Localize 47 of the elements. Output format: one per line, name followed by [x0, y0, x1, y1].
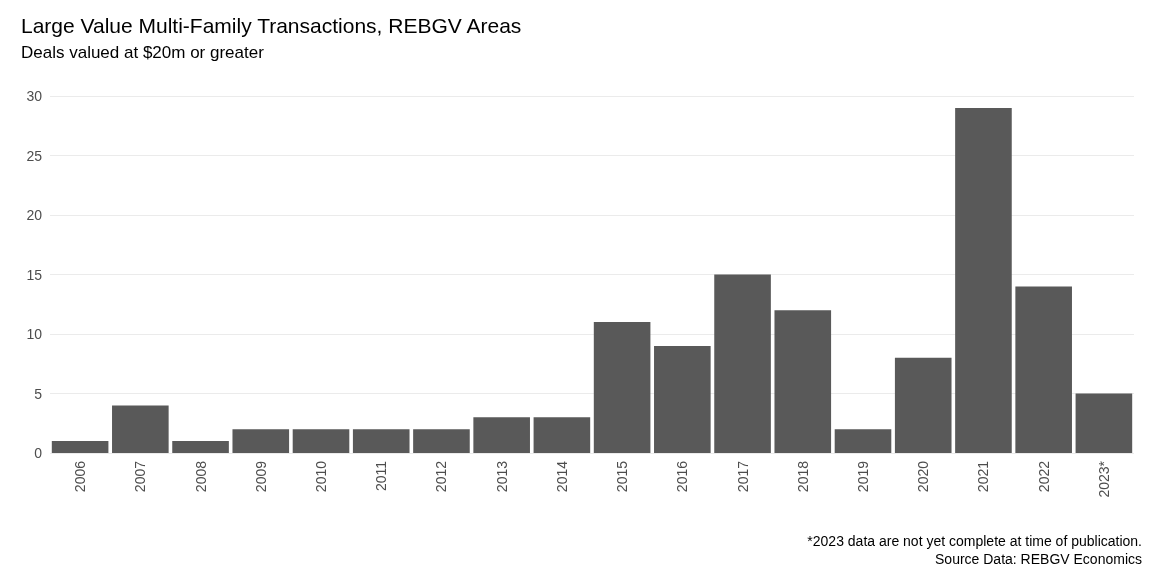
- bar: [894, 357, 952, 453]
- x-tick-label: 2019: [855, 460, 871, 493]
- bar: [232, 429, 290, 453]
- x-tick-label: 2013: [493, 460, 510, 493]
- x-tick-label: 2015: [614, 460, 631, 493]
- x-tick-label: 2023*: [1095, 460, 1112, 498]
- bar: [172, 441, 229, 453]
- x-tick-label: 2014: [553, 460, 570, 493]
- bar: [955, 107, 1012, 453]
- x-tick-label: 2020: [915, 460, 932, 493]
- bar: [1075, 393, 1133, 453]
- x-tick-label: 2008: [192, 460, 209, 493]
- y-tick-label: 25: [26, 147, 43, 164]
- x-tick-label: 2022: [1035, 460, 1052, 493]
- x-tick-label: 2006: [72, 460, 89, 493]
- text: *2023 data are not yet complete at time of publication.: [807, 533, 1142, 549]
- bar: [714, 274, 771, 453]
- bar: [834, 429, 892, 453]
- chart-subtitle: Deals valued at $20m or greater: [21, 43, 265, 62]
- bar: [413, 429, 470, 453]
- y-tick-label: 15: [26, 266, 43, 283]
- x-tick-label: 2007: [132, 460, 149, 493]
- x-tick-label: 2016: [674, 460, 691, 493]
- y-tick-label: 20: [26, 207, 43, 223]
- bar: [352, 429, 410, 453]
- bar: [533, 417, 591, 453]
- x-tick-label: 2021: [975, 460, 992, 493]
- x-tick-label: 2017: [734, 460, 751, 493]
- bar: [593, 322, 651, 453]
- bar: [292, 429, 350, 453]
- bar: [1015, 286, 1072, 453]
- bar: [774, 310, 832, 453]
- source-note: Source Data: REBGV Economics: [935, 551, 1142, 567]
- x-tick-label: 2009: [252, 460, 269, 493]
- x-tick-label: 2010: [313, 460, 329, 493]
- bar: [51, 441, 109, 453]
- y-tick-label: 5: [34, 385, 43, 402]
- y-tick-label: 30: [26, 88, 43, 104]
- x-tick-label: 2018: [794, 460, 811, 493]
- y-tick-label: 0: [34, 445, 43, 461]
- bar: [473, 417, 530, 453]
- chart-title: Large Value Multi-Family Transactions, REBGV Areas: [21, 14, 522, 37]
- y-tick-label: 10: [26, 326, 43, 342]
- bar: [112, 405, 169, 453]
- bar: [654, 345, 711, 453]
- x-tick-label: 2011: [373, 460, 390, 492]
- x-tick-label: 2012: [433, 460, 450, 493]
